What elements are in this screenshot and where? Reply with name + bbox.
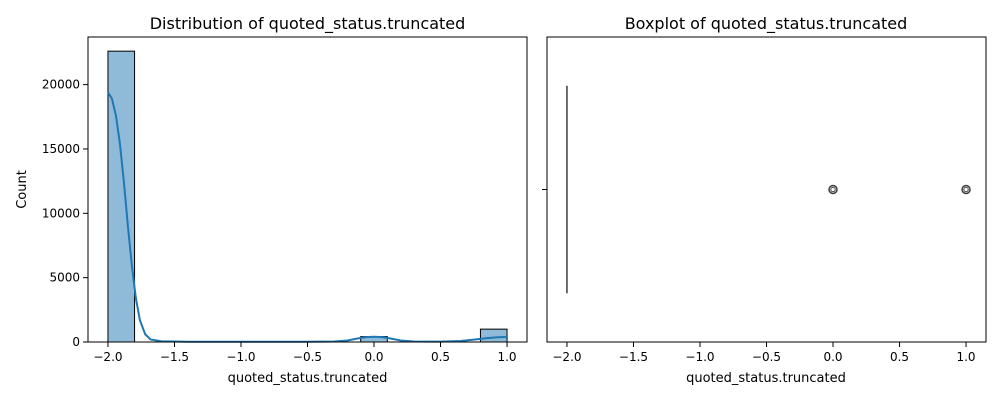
boxplot-x-ticks: −2.0 −1.5 −1.0 −0.5 0.0 0.5 1.0 — [552, 342, 976, 364]
outlier-point-inner-1 — [963, 186, 969, 193]
histogram-x-tick-label: 0.0 — [364, 350, 383, 364]
histogram-x-tick-label: 0.5 — [431, 350, 450, 364]
histogram-y-ticks: 0 5000 10000 15000 20000 — [42, 78, 88, 349]
histogram-title: Distribution of quoted_status.truncated — [150, 14, 466, 34]
histogram-bar-2 — [479, 328, 508, 343]
histogram-panel: Distribution of quoted_status.truncated … — [15, 14, 528, 386]
boxplot-x-tick-label: 0.0 — [823, 350, 842, 364]
boxplot-x-tick-label: −0.5 — [752, 350, 781, 364]
outlier-point-inner-0 — [830, 186, 836, 193]
histogram-x-tick-label: −0.5 — [293, 350, 322, 364]
histogram-x-axis-label: quoted_status.truncated — [228, 371, 388, 386]
histogram-y-tick-label: 20000 — [42, 78, 80, 92]
boxplot-x-tick-label: −1.5 — [619, 350, 648, 364]
histogram-y-tick-label: 10000 — [42, 206, 80, 220]
outlier-point-0 — [828, 184, 838, 195]
histogram-x-ticks: −2.0 −1.5 −1.0 −0.5 0.0 0.5 1.0 — [93, 342, 517, 364]
histogram-y-tick-label: 0 — [72, 335, 80, 349]
histogram-x-tick-label: −1.0 — [226, 350, 255, 364]
histogram-x-tick-label: −1.5 — [160, 350, 189, 364]
histogram-y-tick-label: 5000 — [49, 271, 80, 285]
outlier-point-1 — [961, 184, 971, 195]
boxplot-x-tick-label: 1.0 — [956, 350, 975, 364]
histogram-y-tick-label: 15000 — [42, 142, 80, 156]
boxplot-title: Boxplot of quoted_status.truncated — [625, 14, 908, 34]
histogram-y-axis-label: Count — [15, 170, 30, 209]
boxplot-panel: Boxplot of quoted_status.truncated −2.0−… — [542, 14, 987, 386]
boxplot-x-tick-label: 0.5 — [890, 350, 909, 364]
histogram-x-tick-label: −2.0 — [93, 350, 122, 364]
boxplot-marks — [566, 85, 971, 294]
boxplot-x-axis-label: quoted_status.truncated — [686, 371, 846, 386]
histogram-bar-0 — [107, 50, 136, 343]
boxplot-x-tick-label: −2.0 — [552, 350, 581, 364]
histogram-x-tick-label: 1.0 — [497, 350, 516, 364]
boxplot-x-tick-label: −1.0 — [685, 350, 714, 364]
